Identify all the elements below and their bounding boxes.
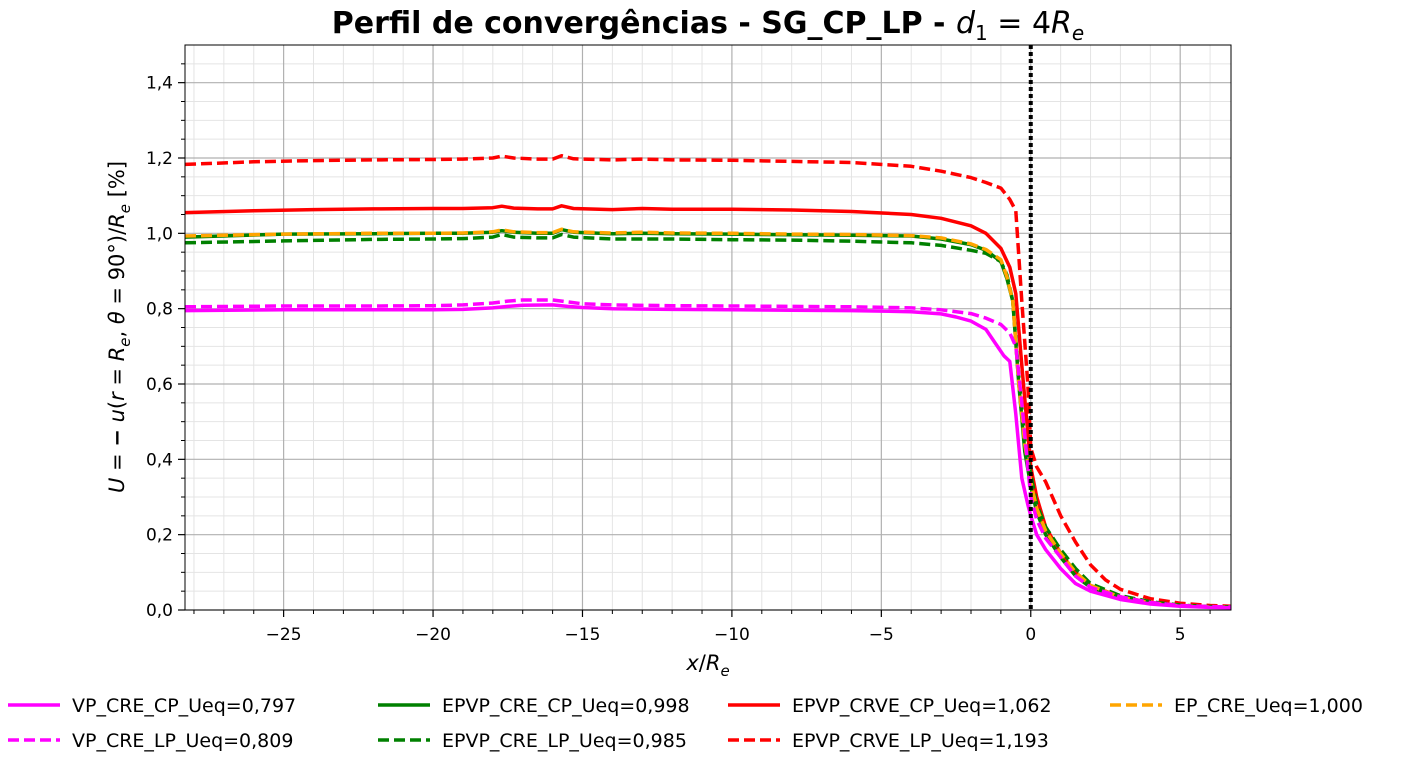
x-tick-label: −15 — [565, 625, 601, 645]
series-line-1 — [185, 298, 1231, 609]
legend-entry: EPVP_CRE_CP_Ueq=0,998 — [378, 695, 690, 717]
legend-label: EPVP_CRVE_CP_Ueq=1,062 — [792, 695, 1052, 717]
legend-label: VP_CRE_LP_Ueq=0,809 — [72, 730, 293, 752]
y-tick-label: 1,0 — [146, 224, 173, 244]
x-tick-label: −5 — [869, 625, 894, 645]
x-tick-label: 0 — [1025, 625, 1036, 645]
series-line-6 — [185, 227, 1231, 610]
legend-entry: EP_CRE_Ueq=1,000 — [1110, 695, 1363, 717]
series-line-0 — [185, 303, 1231, 610]
legend-entry: EPVP_CRVE_CP_Ueq=1,062 — [728, 695, 1052, 717]
series-line-5 — [185, 153, 1231, 608]
series-lines — [185, 153, 1231, 610]
x-axis-ticks: −25 −20 −15 −10 −5 0 5 — [193, 610, 1211, 645]
y-tick-label: 1,4 — [146, 74, 173, 94]
legend-label: EPVP_CRVE_LP_Ueq=1,193 — [792, 730, 1049, 752]
minor-grid — [185, 45, 1231, 610]
y-tick-label: 0,4 — [146, 450, 173, 470]
y-tick-label: 0,6 — [146, 375, 173, 395]
legend-entry: EPVP_CRVE_LP_Ueq=1,193 — [728, 730, 1049, 752]
x-tick-label: −10 — [714, 625, 750, 645]
legend-entry: VP_CRE_LP_Ueq=0,809 — [8, 730, 293, 752]
legend: VP_CRE_CP_Ueq=0,797 EPVP_CRE_CP_Ueq=0,998… — [8, 695, 1363, 752]
legend-label: VP_CRE_CP_Ueq=0,797 — [72, 695, 296, 717]
x-tick-label: −20 — [415, 625, 451, 645]
legend-entry: EPVP_CRE_LP_Ueq=0,985 — [378, 730, 687, 752]
y-tick-label: 0,2 — [146, 526, 173, 546]
y-axis-ticks: 0,0 0,2 0,4 0,6 0,8 1,0 1,2 1,4 — [146, 63, 185, 621]
y-tick-label: 1,2 — [146, 149, 173, 169]
legend-label: EP_CRE_Ueq=1,000 — [1174, 695, 1363, 717]
legend-label: EPVP_CRE_CP_Ueq=0,998 — [442, 695, 690, 717]
x-axis-label: x/Re — [685, 651, 729, 680]
legend-entry: VP_CRE_CP_Ueq=0,797 — [8, 695, 296, 717]
series-line-3 — [185, 232, 1231, 609]
chart-title: Perfil de convergências - SG_CP_LP - d1 … — [332, 6, 1084, 45]
y-axis-label: U = − u(r = Re, θ = 90°)/Re [%] — [105, 161, 134, 493]
legend-label: EPVP_CRE_LP_Ueq=0,985 — [442, 730, 687, 752]
y-tick-label: 0,8 — [146, 300, 173, 320]
x-tick-label: 5 — [1175, 625, 1186, 645]
y-tick-label: 0,0 — [146, 601, 173, 621]
x-tick-label: −25 — [266, 625, 302, 645]
